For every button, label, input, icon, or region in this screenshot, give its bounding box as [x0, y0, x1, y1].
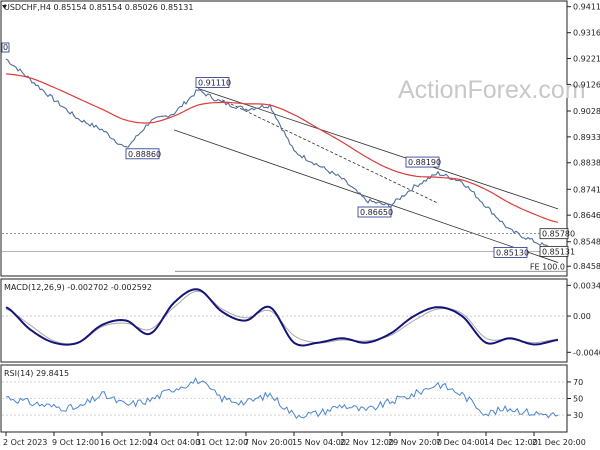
x-tick-label: 7 Dec 04:00	[436, 438, 485, 447]
x-tick-label: 16 Oct 12:00	[100, 438, 152, 447]
y-tick-label: 0.89335	[573, 133, 600, 142]
rsi-line	[5, 377, 559, 420]
current-price-tag	[539, 245, 569, 257]
main-panel-frame	[0, 0, 568, 277]
x-tick-label: 29 Nov 20:00	[388, 438, 442, 447]
price-annotation-label: 0.86650	[360, 208, 393, 217]
x-tick-label: 21 Dec 20:00	[532, 438, 586, 447]
x-tick-label: 31 Oct 12:00	[196, 438, 248, 447]
y-tick-label: 0.94115	[573, 3, 600, 12]
rsi-y-tick-label: 70	[573, 378, 583, 387]
x-tick-label: 9 Oct 12:00	[52, 438, 99, 447]
x-tick-label: 24 Oct 04:00	[148, 438, 200, 447]
rsi-y-tick-label: 30	[573, 411, 583, 420]
x-tick-label: 15 Nov 04:00	[292, 438, 346, 447]
macd-line	[5, 288, 559, 347]
x-tick-label: 2 Oct 2023	[3, 438, 47, 447]
series-start-marker	[1, 42, 10, 53]
price-annotation-box	[357, 206, 392, 218]
macd-panel-frame	[0, 278, 568, 363]
price-annotation-label: 0.88190	[408, 158, 441, 167]
fe-100-label: FE 100.0	[530, 262, 565, 271]
macd-title: MACD(12,26,9) -0.002702 -0.002592	[4, 283, 152, 292]
x-tick-label: 22 Nov 12:00	[340, 438, 394, 447]
price-annotation-label: 0.88860	[128, 150, 161, 159]
current-price-label: 0.85131	[542, 247, 575, 256]
y-tick-label: 0.84585	[573, 262, 600, 271]
macd-y-tick-label: -0.004083	[573, 348, 600, 357]
rsi-chart-layer: RSI(14) 29.8415 70 50 30	[2, 369, 583, 420]
y-tick-label: 0.85485	[573, 238, 600, 247]
chart-header: USDCHF,H4 0.85154 0.85154 0.85026 0.8513…	[4, 3, 193, 12]
macd-y-tick-label: 0.003462	[573, 281, 600, 290]
x-tick-label: 7 Nov 20:00	[244, 438, 293, 447]
level-price-label: 0.85780	[542, 230, 575, 239]
price-annotation-box	[405, 156, 440, 168]
price-annotation-box	[195, 77, 230, 88]
macd-y-tick-label: 0.00	[573, 312, 591, 321]
rsi-title: RSI(14) 29.8415	[4, 369, 69, 378]
level-price-tag	[539, 228, 569, 240]
dropdown-triangle-icon[interactable]	[2, 5, 7, 9]
channel-lower-line	[173, 129, 559, 263]
price-annotation-label: 0.91110	[198, 79, 231, 88]
series-start-marker-label: 0	[3, 43, 8, 52]
y-tick-label: 0.90285	[573, 107, 600, 116]
y-tick-label: 0.88385	[573, 159, 600, 168]
price-annotation-label: 0.85130	[496, 248, 529, 257]
price-annotation-box	[493, 246, 528, 258]
price-annotation-box	[125, 148, 160, 160]
rsi-y-tick-label: 50	[573, 395, 583, 404]
macd-chart-layer: MACD(12,26,9) -0.002702 -0.002592 0.00346…	[2, 281, 600, 357]
watermark: ActionForex.com	[398, 76, 586, 104]
price-series-line	[5, 58, 559, 253]
x-tick-label: 14 Dec 12:00	[484, 438, 538, 447]
moving-average-line	[5, 73, 559, 223]
